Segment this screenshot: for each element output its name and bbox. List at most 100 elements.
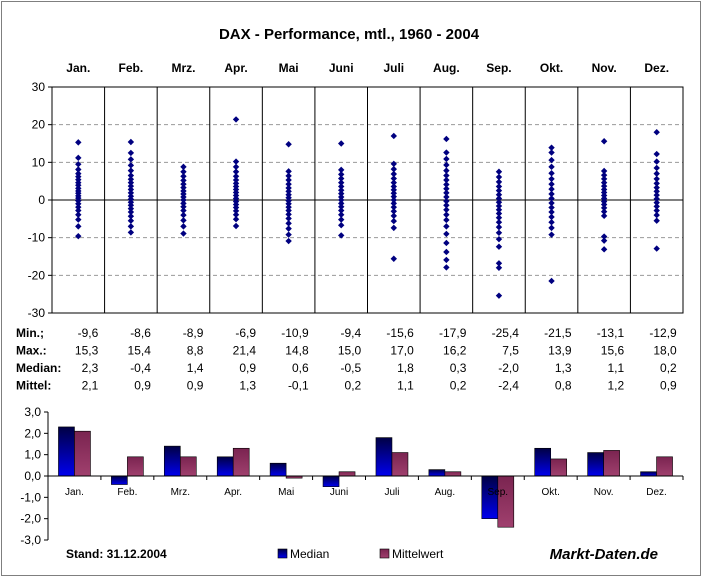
- data-point: [654, 218, 660, 224]
- stat-value: 1,3: [555, 361, 572, 375]
- data-point: [391, 218, 397, 224]
- stat-value: 7,5: [502, 344, 519, 358]
- data-point: [75, 223, 81, 229]
- data-point: [128, 229, 134, 235]
- data-point: [443, 240, 449, 246]
- data-point: [443, 223, 449, 229]
- bar: [376, 438, 392, 476]
- data-point: [443, 264, 449, 270]
- bar-y-tick-label: 3,0: [24, 405, 41, 419]
- data-point: [75, 155, 81, 161]
- bar: [445, 472, 461, 476]
- y-tick-label: -20: [28, 268, 46, 282]
- stat-row-label: Max.:: [16, 344, 47, 358]
- data-point: [654, 245, 660, 251]
- data-point: [75, 216, 81, 222]
- legend-swatch-mittelwert: [380, 549, 389, 558]
- y-tick-label: -10: [28, 231, 46, 245]
- data-point: [496, 244, 502, 250]
- data-point: [654, 158, 660, 164]
- stat-value: 2,3: [82, 361, 99, 375]
- month-label: Juni: [329, 61, 354, 75]
- bar-category-label: Apr.: [224, 487, 242, 498]
- bar: [270, 463, 286, 476]
- month-label: Nov.: [592, 61, 617, 75]
- stat-value: -17,9: [439, 326, 467, 340]
- stat-value: 21,4: [233, 344, 257, 358]
- bar-category-label: Juni: [330, 487, 348, 498]
- data-point: [496, 230, 502, 236]
- stat-value: -0,4: [130, 361, 151, 375]
- stat-value: -2,0: [498, 361, 519, 375]
- data-point: [285, 141, 291, 147]
- stand-date: Stand: 31.12.2004: [66, 547, 167, 561]
- bar-y-tick-label: 0,0: [24, 469, 41, 483]
- data-point: [548, 231, 554, 237]
- y-tick-label: 20: [32, 118, 46, 132]
- stat-value: 0,2: [345, 379, 362, 393]
- data-point: [601, 213, 607, 219]
- bar-y-tick-label: 1,0: [24, 448, 41, 462]
- bar-chart: 3,0 2,0 1,0 0,0 -1,0 -2,0 -3,0 Jan. Feb. Mrz. Apr.…: [20, 405, 683, 547]
- chart-canvas: DAX - Performance, mtl., 1960 - 2004 Jan…: [0, 0, 704, 579]
- bar: [127, 457, 143, 476]
- stat-value: 1,8: [397, 361, 414, 375]
- legend-label-median: Median: [290, 547, 329, 561]
- bar: [339, 472, 355, 476]
- stats-table: Min.; -9,6 -8,6 -8,9 -6,9 -10,9 -9,4 -15,6 -17,9…: [16, 326, 677, 393]
- data-point: [443, 217, 449, 223]
- bar-category-label: Mrz.: [171, 487, 190, 498]
- data-point: [338, 222, 344, 228]
- data-point: [601, 138, 607, 144]
- data-point: [180, 217, 186, 223]
- month-labels: Jan. Feb. Mrz. Apr. Mai Juni Juli Aug. Sep. Okt. N…: [66, 61, 669, 75]
- data-point: [233, 223, 239, 229]
- stat-value: 13,9: [548, 344, 572, 358]
- bar: [641, 472, 657, 476]
- stat-value: 0,9: [187, 379, 204, 393]
- data-point: [285, 231, 291, 237]
- stat-row-label: Min.;: [16, 326, 44, 340]
- data-point: [180, 230, 186, 236]
- stat-value: 0,2: [660, 361, 677, 375]
- bar: [551, 459, 567, 476]
- data-point: [338, 140, 344, 146]
- data-point: [338, 232, 344, 238]
- data-point: [548, 219, 554, 225]
- month-label: Dez.: [644, 61, 669, 75]
- month-label: Juli: [383, 61, 404, 75]
- stat-value: -2,4: [498, 379, 519, 393]
- stat-value: 0,8: [555, 379, 572, 393]
- bar-category-label: Feb.: [117, 487, 137, 498]
- stat-value: 17,0: [390, 344, 414, 358]
- bar-category-label: Nov.: [594, 487, 614, 498]
- legend-swatch-median: [278, 549, 287, 558]
- data-point: [443, 231, 449, 237]
- stat-row-label: Mittel:: [16, 379, 51, 393]
- data-point: [601, 237, 607, 243]
- y-tick-label: 30: [32, 80, 46, 94]
- data-point: [75, 139, 81, 145]
- stat-value: 0,6: [292, 361, 309, 375]
- stat-value: 14,8: [285, 344, 309, 358]
- bar: [392, 453, 408, 476]
- stat-value: 0,3: [450, 361, 467, 375]
- data-point: [443, 249, 449, 255]
- stat-value: -8,9: [183, 326, 204, 340]
- bar: [323, 476, 339, 487]
- data-point: [601, 246, 607, 252]
- data-point: [338, 216, 344, 222]
- bar-category-label: Aug.: [435, 487, 456, 498]
- data-point: [443, 136, 449, 142]
- stat-value: 1,1: [607, 361, 624, 375]
- data-point: [548, 170, 554, 176]
- data-point: [233, 116, 239, 122]
- data-point: [75, 233, 81, 239]
- bar-category-label: Sep.: [488, 487, 509, 498]
- stat-value: -13,1: [597, 326, 625, 340]
- stat-value: 16,2: [443, 344, 467, 358]
- stat-value: 15,3: [75, 344, 99, 358]
- data-point: [654, 129, 660, 135]
- bar-y-tick-label: -1,0: [20, 490, 41, 504]
- bar: [164, 446, 180, 476]
